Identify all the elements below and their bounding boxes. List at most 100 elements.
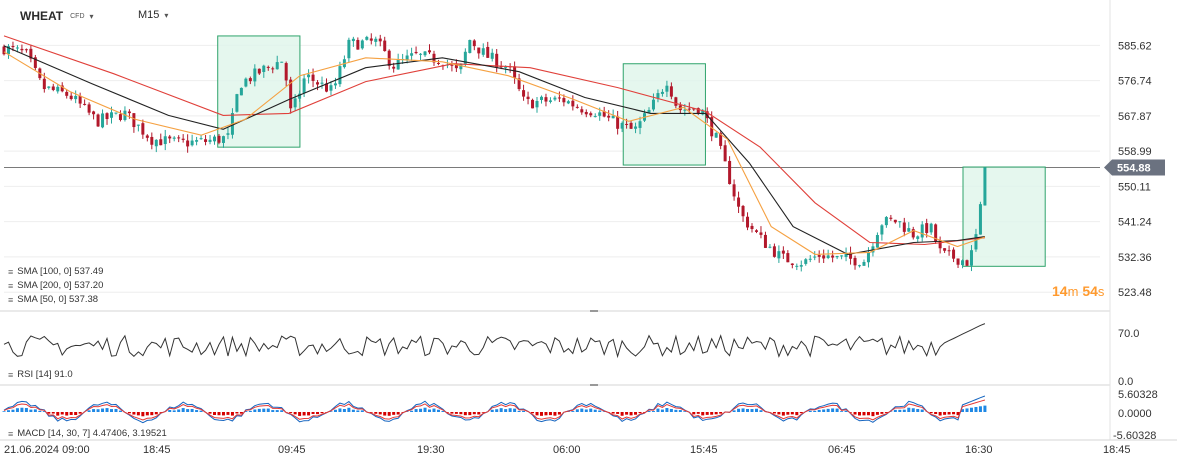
candle-body	[683, 109, 687, 111]
macd-histogram-bar	[333, 409, 337, 412]
candle-body	[271, 68, 275, 70]
candle	[737, 191, 741, 214]
candle-body	[262, 65, 266, 73]
candle-body	[710, 117, 714, 137]
macd-histogram-bar	[853, 412, 857, 415]
candle-body	[199, 138, 203, 140]
macd-histogram-bar	[432, 408, 436, 412]
candle-body	[145, 135, 149, 138]
time-tick-label: 16:30	[965, 444, 993, 456]
macd-histogram-bar	[822, 409, 826, 412]
candle-body	[907, 228, 911, 232]
candle	[436, 59, 440, 66]
candle-body	[961, 260, 965, 266]
macd-histogram-bar	[307, 412, 311, 416]
candle-body	[477, 47, 481, 54]
candle-body	[204, 139, 208, 142]
legend-sma200[interactable]: ≡ SMA [200, 0] 537.20	[8, 280, 103, 291]
candle-body	[60, 85, 64, 92]
sma100-line	[3, 45, 985, 255]
candle-body	[849, 252, 853, 259]
candle-body	[280, 61, 284, 63]
price-tick-label: 550.11	[1118, 181, 1151, 193]
candle-body	[396, 59, 400, 70]
candle-body	[495, 53, 499, 68]
candle-body	[580, 109, 584, 113]
candle-body	[701, 110, 705, 115]
candle-body	[737, 197, 741, 207]
macd-histogram-bar	[351, 409, 355, 412]
macd-histogram-bar	[15, 408, 19, 412]
candle-body	[656, 93, 660, 99]
macd-histogram-bar	[535, 412, 539, 416]
candle-body	[696, 108, 700, 114]
candle-body	[548, 100, 552, 102]
candle-body	[392, 66, 396, 69]
macd-histogram-bar	[647, 410, 651, 412]
time-tick-label: 21.06.2024 09:00	[4, 444, 90, 456]
candle-body	[920, 224, 924, 238]
candle	[181, 134, 185, 143]
candle	[853, 255, 857, 270]
candle	[522, 84, 526, 101]
macd-histogram-bar	[548, 412, 552, 416]
candle	[557, 91, 561, 102]
macd-histogram-bar	[777, 412, 781, 415]
macd-histogram-bar	[383, 412, 387, 416]
candle	[822, 249, 826, 264]
candle-body	[141, 123, 145, 135]
candle-body	[168, 136, 172, 139]
macd-histogram-bar	[754, 408, 758, 412]
macd-histogram-bar	[472, 412, 476, 415]
candle	[159, 133, 163, 146]
candle-body	[925, 223, 929, 233]
candle-body	[535, 100, 539, 108]
candle	[204, 135, 208, 146]
candle	[347, 37, 351, 63]
legend-macd[interactable]: ≡ MACD [14, 30, 7] 4.47406, 3.19521	[8, 428, 167, 439]
candle-body	[96, 114, 100, 127]
candle	[351, 36, 355, 47]
macd-histogram-bar	[705, 412, 709, 415]
candle-body	[651, 99, 655, 110]
highlight-zone	[962, 166, 1046, 267]
candle-body	[889, 217, 893, 219]
candle-body	[293, 98, 297, 108]
macd-histogram-bar	[436, 409, 440, 412]
candle-body	[275, 62, 279, 70]
macd-histogram-bar	[347, 407, 351, 412]
macd-histogram-bar	[320, 412, 324, 414]
candle	[566, 99, 570, 105]
candle-body	[822, 255, 826, 259]
candle	[880, 224, 884, 241]
rsi-panel	[3, 323, 986, 359]
candle-body	[253, 68, 257, 82]
symbol-selector[interactable]: WHEAT CFD ▾	[20, 9, 94, 23]
candle-body	[575, 106, 579, 108]
candle	[445, 59, 449, 69]
macd-histogram-bar	[898, 409, 902, 412]
macd-histogram-bar	[911, 408, 915, 412]
candle-body	[172, 137, 176, 139]
macd-histogram-bar	[141, 412, 145, 417]
candle-body	[29, 48, 33, 59]
macd-histogram-bar	[463, 412, 467, 416]
legend-sma50[interactable]: ≡ SMA [50, 0] 537.38	[8, 294, 98, 305]
candle-body	[647, 109, 651, 113]
macd-histogram-bar	[490, 409, 494, 412]
candle-body	[136, 124, 140, 126]
macd-histogram-bar	[629, 412, 633, 416]
candle-body	[235, 94, 239, 112]
candle	[808, 255, 812, 263]
candle	[83, 99, 87, 106]
candle	[674, 96, 678, 109]
timeframe-selector[interactable]: M15 ▾	[138, 9, 168, 21]
candle-body	[419, 53, 423, 55]
macd-histogram-bar	[553, 412, 557, 416]
macd-histogram-bar	[136, 412, 140, 416]
macd-line	[3, 395, 986, 424]
macd-histogram-bar	[795, 412, 799, 416]
legend-sma100[interactable]: ≡ SMA [100, 0] 537.49	[8, 266, 103, 277]
legend-rsi[interactable]: ≡ RSI [14] 91.0	[8, 369, 73, 380]
